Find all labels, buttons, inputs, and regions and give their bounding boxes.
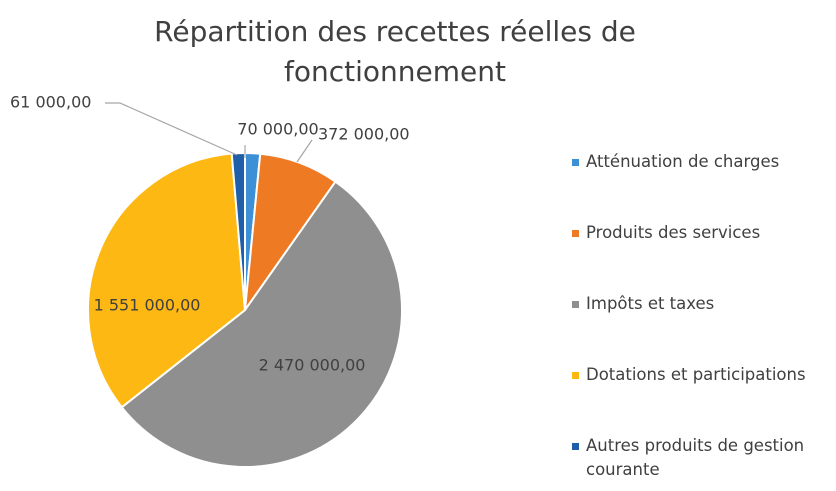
data-label: 2 470 000,00	[259, 356, 366, 375]
data-label: 1 551 000,00	[94, 296, 201, 315]
legend-swatch	[572, 443, 579, 450]
legend-item: Impôts et taxes	[570, 292, 832, 316]
legend-item: Atténuation de charges	[570, 150, 832, 174]
pie-slice	[120, 180, 403, 468]
data-label: 61 000,00	[10, 93, 91, 112]
legend-label: Impôts et taxes	[586, 294, 715, 313]
data-label: 372 000,00	[318, 125, 410, 144]
leader-line	[296, 139, 313, 163]
legend-label: Autres produits de gestion courante	[586, 436, 805, 479]
leader-line	[105, 102, 238, 156]
legend-item: Autres produits de gestion courante	[570, 434, 832, 482]
legend-label: Atténuation de charges	[586, 152, 780, 171]
legend-swatch	[572, 230, 579, 237]
legend-label: Dotations et participations	[586, 365, 806, 384]
legend-swatch	[572, 159, 579, 166]
pie-slice	[87, 152, 247, 409]
legend-swatch	[572, 301, 579, 308]
chart-title: Répartition des recettes réelles de fonc…	[154, 15, 636, 88]
legend-item: Dotations et participations	[570, 363, 832, 387]
legend-swatch	[572, 372, 579, 379]
legend-label: Produits des services	[586, 223, 761, 242]
data-label: 70 000,00	[237, 120, 318, 139]
legend-item: Produits des services	[570, 221, 832, 245]
